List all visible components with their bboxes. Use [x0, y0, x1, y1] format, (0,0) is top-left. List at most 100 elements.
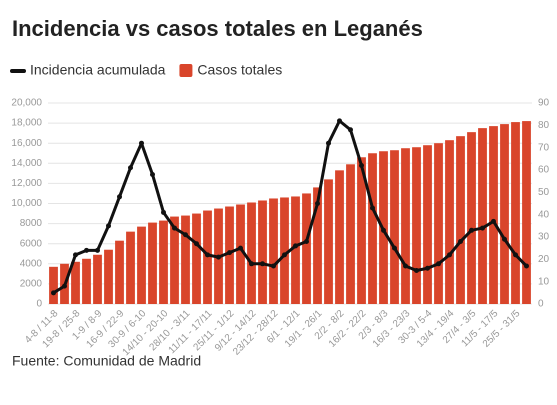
y-tick-label: 0: [36, 299, 42, 310]
line-point: [227, 250, 232, 256]
y2-tick-label: 30: [538, 232, 550, 243]
y2-tick-label: 50: [538, 187, 550, 198]
line-point: [73, 252, 78, 258]
bar: [181, 215, 190, 304]
y-tick-label: 16,000: [11, 138, 42, 149]
y2-tick-label: 0: [538, 299, 544, 310]
bar: [258, 200, 267, 304]
line-point: [62, 283, 67, 289]
bar: [236, 204, 245, 304]
bar: [280, 197, 289, 304]
legend-swatch: [179, 64, 193, 77]
line-point: [491, 218, 496, 224]
y-tick-label: 10,000: [11, 198, 42, 209]
line-point: [84, 247, 89, 253]
line-point: [425, 265, 430, 271]
bar: [93, 254, 102, 304]
chart-title: Incidencia vs casos totales en Leganés: [12, 16, 423, 41]
line-point: [524, 263, 529, 269]
source: Fuente: Comunidad de Madrid: [12, 353, 201, 369]
bar: [115, 240, 124, 304]
y2-tick-label: 20: [538, 254, 550, 265]
y-tick-label: 6000: [20, 238, 43, 249]
bar: [302, 193, 311, 304]
line-point: [315, 201, 320, 206]
y-tick-label: 14,000: [11, 158, 42, 169]
bar: [445, 140, 454, 304]
y-tick-label: 18,000: [11, 118, 42, 129]
y-tick-label: 4000: [20, 258, 43, 269]
y-tick-label: 2000: [20, 279, 43, 290]
bar: [126, 231, 135, 304]
bar: [478, 128, 487, 304]
bar: [148, 222, 157, 304]
y2-tick-label: 10: [538, 276, 550, 287]
legend-label: Casos totales: [197, 62, 282, 78]
line-point: [458, 238, 463, 244]
y2-tick-label: 40: [538, 209, 550, 220]
line-point: [172, 225, 177, 231]
line-point: [216, 254, 221, 260]
y2-tick-label: 90: [538, 98, 550, 109]
bar: [137, 226, 146, 304]
bar: [192, 213, 201, 304]
bar: [423, 145, 432, 304]
line-point: [304, 238, 309, 244]
line-point: [337, 118, 342, 124]
line-point: [414, 268, 419, 273]
bar: [170, 216, 179, 304]
line-point: [128, 165, 133, 171]
bar: [489, 126, 498, 305]
line-point: [150, 171, 155, 177]
bar: [401, 148, 410, 304]
line-point: [480, 225, 485, 231]
line-point: [370, 205, 375, 211]
bar: [390, 150, 399, 304]
line-point: [249, 261, 254, 267]
y-tick-label: 8000: [20, 218, 43, 229]
bar: [49, 266, 58, 304]
line-point: [183, 232, 188, 238]
y2-tick-label: 70: [538, 142, 550, 153]
line: [52, 119, 528, 295]
bar: [269, 198, 278, 304]
bar: [511, 122, 520, 304]
bar: [500, 124, 509, 304]
bar: [104, 249, 113, 304]
bar: [456, 136, 465, 304]
line-point: [326, 140, 331, 146]
line-point: [348, 127, 353, 133]
line-point: [381, 227, 386, 233]
line-point: [502, 236, 507, 242]
line-point: [359, 163, 364, 169]
bar: [291, 196, 300, 304]
y2-tick-label: 80: [538, 120, 550, 131]
bar: [247, 202, 256, 304]
legend-label: Incidencia acumulada: [30, 62, 166, 78]
line-point: [51, 290, 56, 296]
line-point: [205, 252, 210, 258]
line-point: [260, 261, 265, 267]
line-point: [161, 209, 166, 215]
y-tick-label: 20,000: [11, 98, 42, 109]
line-point: [469, 227, 474, 233]
bar: [346, 164, 355, 304]
line-point: [282, 252, 287, 258]
line-point: [392, 245, 397, 251]
bar: [522, 121, 531, 304]
y2-tick-label: 60: [538, 165, 550, 176]
line-point: [106, 223, 111, 229]
line-point: [436, 261, 441, 267]
line-point: [95, 247, 100, 253]
bar: [313, 187, 322, 304]
line-point: [238, 245, 243, 251]
bar: [335, 170, 344, 304]
bar: [71, 261, 80, 304]
line-point: [293, 243, 298, 249]
line-point: [194, 241, 199, 247]
line-point: [117, 194, 122, 200]
line-point: [513, 252, 518, 258]
bar: [225, 206, 234, 304]
